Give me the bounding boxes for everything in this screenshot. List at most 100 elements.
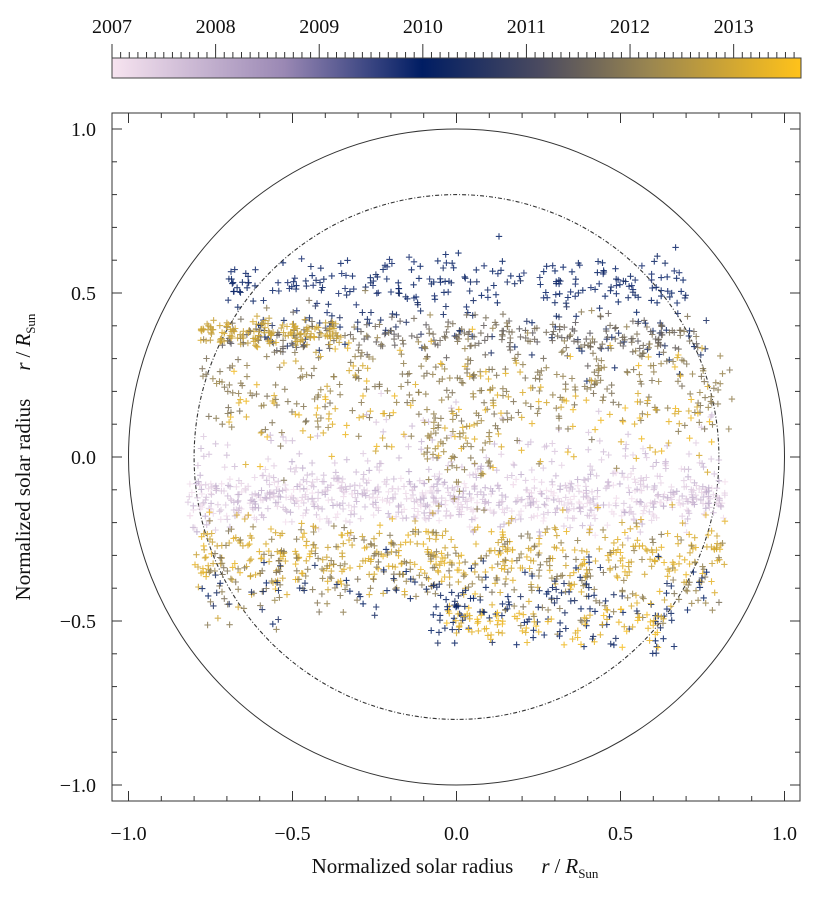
data-point bbox=[436, 562, 443, 569]
data-point bbox=[694, 344, 701, 351]
data-point bbox=[308, 495, 316, 502]
data-point bbox=[485, 459, 492, 466]
data-point bbox=[248, 588, 255, 596]
data-point bbox=[352, 372, 359, 379]
data-point bbox=[633, 523, 641, 530]
data-point bbox=[648, 270, 655, 278]
data-point bbox=[713, 485, 721, 492]
data-point bbox=[506, 601, 513, 608]
data-point bbox=[692, 587, 700, 594]
data-point bbox=[713, 545, 720, 553]
data-point bbox=[605, 310, 612, 317]
data-point bbox=[675, 345, 682, 353]
data-point bbox=[256, 463, 264, 470]
data-point bbox=[466, 615, 473, 622]
data-point bbox=[403, 578, 410, 585]
data-point bbox=[320, 478, 328, 485]
data-point bbox=[350, 535, 358, 542]
data-point bbox=[564, 514, 571, 522]
data-point bbox=[316, 347, 323, 354]
data-point bbox=[293, 554, 300, 562]
data-point bbox=[235, 390, 242, 397]
data-point bbox=[596, 599, 603, 606]
data-point bbox=[407, 566, 414, 573]
plot-area bbox=[111, 112, 801, 802]
data-point bbox=[248, 534, 255, 542]
data-point bbox=[299, 427, 307, 434]
data-point bbox=[299, 534, 306, 541]
data-point bbox=[231, 560, 238, 567]
data-point bbox=[357, 328, 365, 335]
data-point bbox=[567, 331, 574, 339]
data-point bbox=[631, 476, 638, 483]
data-point bbox=[655, 336, 662, 343]
data-point bbox=[489, 268, 496, 275]
data-point bbox=[610, 641, 618, 649]
data-point bbox=[379, 266, 387, 273]
data-point bbox=[570, 569, 577, 576]
data-point bbox=[572, 556, 580, 563]
data-point bbox=[463, 504, 471, 511]
data-point bbox=[499, 392, 507, 399]
data-point bbox=[608, 381, 615, 389]
data-point bbox=[677, 536, 685, 544]
data-point bbox=[589, 335, 596, 343]
data-point bbox=[342, 431, 349, 438]
data-point bbox=[277, 562, 284, 569]
data-point bbox=[441, 365, 448, 373]
data-point bbox=[658, 292, 665, 300]
data-point bbox=[643, 454, 650, 461]
data-point bbox=[675, 596, 683, 603]
data-point bbox=[298, 497, 305, 504]
data-point bbox=[619, 554, 626, 562]
data-point bbox=[549, 321, 556, 328]
data-point bbox=[650, 486, 657, 493]
data-point bbox=[549, 584, 556, 591]
data-point bbox=[682, 587, 690, 594]
data-point bbox=[244, 542, 252, 549]
data-point bbox=[328, 318, 335, 325]
data-point bbox=[504, 544, 511, 552]
data-point bbox=[210, 510, 217, 517]
data-point bbox=[671, 267, 678, 275]
data-point bbox=[471, 460, 478, 467]
data-point bbox=[411, 578, 419, 586]
data-point bbox=[588, 436, 595, 443]
data-point bbox=[293, 536, 300, 543]
data-point bbox=[290, 309, 297, 316]
data-point bbox=[543, 590, 550, 598]
data-point bbox=[461, 363, 469, 370]
data-point bbox=[673, 488, 680, 495]
data-point bbox=[357, 353, 364, 360]
data-point bbox=[639, 510, 647, 517]
data-point bbox=[528, 319, 536, 326]
data-point bbox=[287, 509, 294, 516]
data-point bbox=[411, 483, 418, 490]
data-point bbox=[564, 334, 571, 342]
data-point bbox=[218, 480, 225, 487]
data-point bbox=[636, 371, 643, 378]
data-point bbox=[373, 564, 380, 571]
data-point bbox=[295, 503, 302, 510]
data-point bbox=[588, 307, 595, 314]
data-point bbox=[291, 323, 298, 331]
data-point bbox=[620, 500, 628, 507]
data-point bbox=[610, 547, 617, 554]
data-point bbox=[608, 390, 615, 397]
data-point bbox=[319, 556, 326, 563]
data-point bbox=[485, 499, 492, 506]
data-point bbox=[597, 564, 604, 571]
data-point bbox=[339, 550, 346, 557]
data-point bbox=[592, 597, 600, 604]
data-point bbox=[370, 576, 377, 583]
data-point bbox=[657, 624, 664, 631]
data-point bbox=[550, 489, 558, 497]
data-point bbox=[473, 410, 480, 417]
data-point bbox=[258, 555, 265, 562]
data-point bbox=[504, 538, 511, 545]
data-point bbox=[373, 463, 381, 471]
data-point bbox=[482, 439, 489, 447]
data-point bbox=[207, 337, 214, 344]
data-point bbox=[229, 564, 236, 571]
